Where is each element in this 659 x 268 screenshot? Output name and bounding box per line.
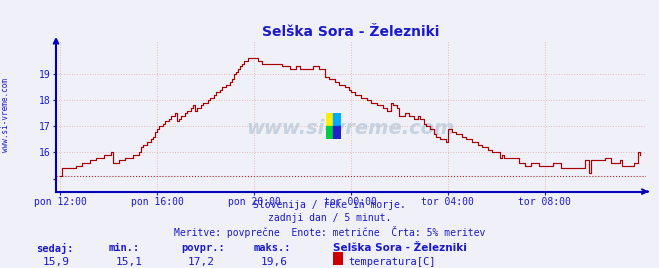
- Bar: [326, 126, 333, 139]
- Bar: [333, 113, 341, 126]
- Text: Meritve: povprečne  Enote: metrične  Črta: 5% meritev: Meritve: povprečne Enote: metrične Črta:…: [174, 226, 485, 238]
- Text: povpr.:: povpr.:: [181, 243, 225, 252]
- Text: Slovenija / reke in morje.: Slovenija / reke in morje.: [253, 200, 406, 210]
- Bar: [326, 113, 333, 126]
- Bar: [333, 126, 341, 139]
- Text: 15,1: 15,1: [115, 257, 142, 267]
- Text: zadnji dan / 5 minut.: zadnji dan / 5 minut.: [268, 213, 391, 223]
- Text: 17,2: 17,2: [188, 257, 215, 267]
- Text: Selška Sora - Železniki: Selška Sora - Železniki: [333, 243, 467, 252]
- Text: 15,9: 15,9: [43, 257, 70, 267]
- Text: temperatura[C]: temperatura[C]: [348, 257, 436, 267]
- Text: www.si-vreme.com: www.si-vreme.com: [246, 118, 455, 137]
- Text: min.:: min.:: [109, 243, 140, 252]
- Text: maks.:: maks.:: [254, 243, 291, 252]
- Title: Selška Sora - Železniki: Selška Sora - Železniki: [262, 25, 440, 39]
- Text: 19,6: 19,6: [260, 257, 287, 267]
- Text: www.si-vreme.com: www.si-vreme.com: [1, 78, 10, 152]
- Text: sedaj:: sedaj:: [36, 243, 74, 254]
